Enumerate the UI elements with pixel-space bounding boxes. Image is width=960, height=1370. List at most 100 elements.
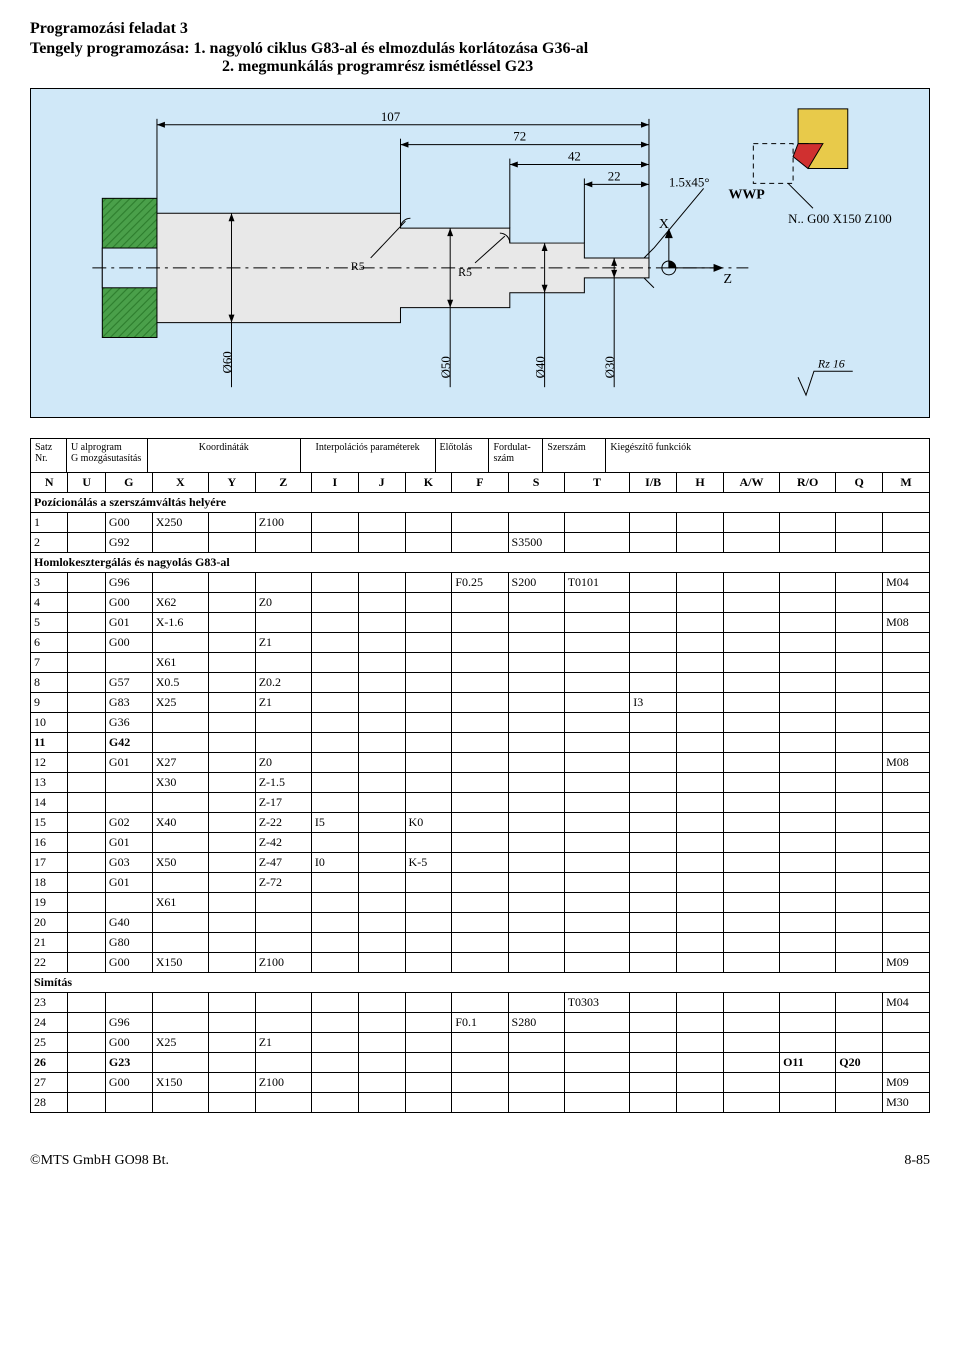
cell: [208, 633, 255, 653]
cell: 17: [31, 853, 68, 873]
technical-drawing-svg: X Z WWP N.. G00 X150 Z100 107 72 42 22: [31, 89, 929, 417]
cell: [723, 1093, 779, 1113]
cell: [780, 593, 836, 613]
cell: [508, 853, 564, 873]
table-row: 1G00X250Z100: [31, 513, 930, 533]
technical-drawing: X Z WWP N.. G00 X150 Z100 107 72 42 22: [30, 88, 930, 418]
page-footer: ©MTS GmbH GO98 Bt. 8-85: [30, 1153, 930, 1169]
cell: G01: [105, 613, 152, 633]
cell: 25: [31, 1033, 68, 1053]
cell: [836, 1013, 883, 1033]
cell: G96: [105, 573, 152, 593]
cell: [68, 913, 105, 933]
cell: [723, 533, 779, 553]
cell: [630, 733, 677, 753]
hdr-szerszam: Szerszám: [543, 439, 606, 473]
cell: [68, 633, 105, 653]
cell: [780, 753, 836, 773]
cell: [564, 1013, 630, 1033]
cell: G36: [105, 713, 152, 733]
cell: [405, 1033, 452, 1053]
cell: [836, 933, 883, 953]
cell: [836, 613, 883, 633]
cell: [780, 933, 836, 953]
cell: [68, 753, 105, 773]
cell: [405, 1093, 452, 1113]
cell: [564, 853, 630, 873]
cell: [677, 733, 724, 753]
table-row: 2G92S3500: [31, 533, 930, 553]
cell: X30: [152, 773, 208, 793]
cell: [723, 1053, 779, 1073]
table-row: 22G00X150Z100M09: [31, 953, 930, 973]
cell: [836, 653, 883, 673]
cell: [452, 673, 508, 693]
cell: G00: [105, 633, 152, 653]
cell: [780, 733, 836, 753]
cell: M04: [883, 993, 930, 1013]
cell: [508, 593, 564, 613]
cell: [677, 993, 724, 1013]
cell: 20: [31, 913, 68, 933]
cell: G00: [105, 953, 152, 973]
cell: [883, 933, 930, 953]
cell: [723, 873, 779, 893]
cell: [630, 893, 677, 913]
cell: [152, 933, 208, 953]
cell: [630, 773, 677, 793]
cell: [358, 953, 405, 973]
cell: [105, 1093, 152, 1113]
col-Q: Q: [836, 473, 883, 493]
cell: [452, 1033, 508, 1053]
cell: [508, 773, 564, 793]
cell: Z100: [255, 513, 311, 533]
cell: G01: [105, 873, 152, 893]
cell: [564, 1053, 630, 1073]
cell: [677, 1093, 724, 1113]
table-row: Simítás: [31, 973, 930, 993]
cell: [358, 893, 405, 913]
cell: [68, 733, 105, 753]
cell: Z0: [255, 753, 311, 773]
svg-text:Ø30: Ø30: [602, 356, 617, 378]
cell: [152, 913, 208, 933]
cell: [311, 1093, 358, 1113]
cell: [68, 793, 105, 813]
cell: [208, 733, 255, 753]
program-table: NUGXYZIJKFSTI/BHA/WR/OQM Pozícionálás a …: [30, 472, 930, 1113]
cell: [358, 1053, 405, 1073]
svg-text:Ø50: Ø50: [438, 356, 453, 378]
section-label: Homlokesztergálás és nagyolás G83-al: [31, 553, 930, 573]
cell: [68, 1013, 105, 1033]
cell: [780, 773, 836, 793]
cell: [68, 693, 105, 713]
cell: [405, 633, 452, 653]
cell: [723, 773, 779, 793]
cell: [68, 1073, 105, 1093]
col-K: K: [405, 473, 452, 493]
cell: [152, 733, 208, 753]
cell: [358, 733, 405, 753]
cell: X61: [152, 893, 208, 913]
cell: [508, 693, 564, 713]
cell: Z100: [255, 1073, 311, 1093]
cell: [311, 513, 358, 533]
cell: K-5: [405, 853, 452, 873]
col-T: T: [564, 473, 630, 493]
cell: [836, 693, 883, 713]
cell: [452, 753, 508, 773]
cell: [208, 533, 255, 553]
cell: [405, 993, 452, 1013]
cell: [780, 533, 836, 553]
cell: [836, 873, 883, 893]
cell: [630, 813, 677, 833]
cell: [630, 793, 677, 813]
cell: [405, 913, 452, 933]
cell: [677, 893, 724, 913]
cell: [564, 793, 630, 813]
cell: [208, 913, 255, 933]
svg-text:72: 72: [513, 129, 526, 144]
cell: [452, 593, 508, 613]
cell: [68, 933, 105, 953]
page-heading-3: 2. megmunkálás programrész ismétléssel G…: [222, 58, 930, 76]
